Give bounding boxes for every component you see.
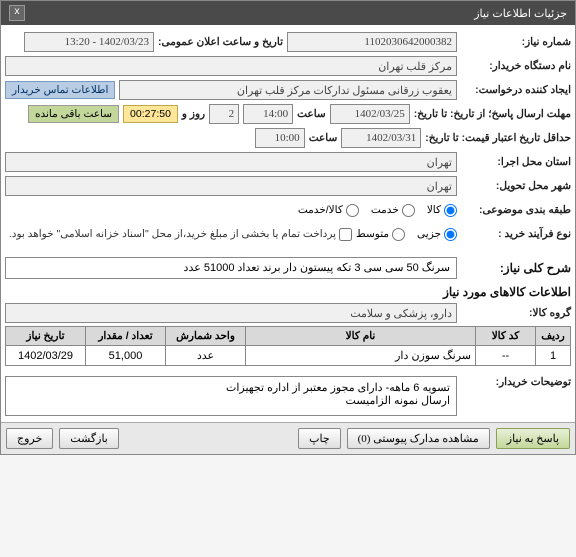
print-button[interactable]: چاپ	[298, 428, 341, 449]
hour-label-2: ساعت	[309, 132, 338, 144]
bp-partial-radio[interactable]	[444, 228, 457, 241]
th-code: کد کالا	[476, 327, 536, 346]
bp-partial-option[interactable]: جزیی	[417, 228, 457, 241]
group-label: گروه کالا:	[461, 307, 571, 319]
day-and-label: روز و	[182, 108, 205, 120]
buyer-org-label: نام دستگاه خریدار:	[461, 60, 571, 72]
buyer-org-field	[5, 56, 457, 76]
validity-label: حداقل تاریخ اعتبار قیمت: تا تاریخ:	[425, 132, 571, 145]
bp-note-checkbox[interactable]	[339, 228, 352, 241]
table-row[interactable]: 1 -- سرنگ سوزن دار عدد 51,000 1402/03/29	[6, 346, 571, 366]
titlebar: جزئیات اطلاعات نیاز x	[1, 1, 575, 25]
th-unit: واحد شمارش	[166, 327, 246, 346]
requester-label: ایجاد کننده درخواست:	[461, 84, 571, 96]
td-code: --	[476, 346, 536, 366]
buy-process-label: نوع فرآیند خرید :	[461, 228, 571, 240]
need-no-label: شماره نیاز:	[461, 36, 571, 48]
td-date: 1402/03/29	[6, 346, 86, 366]
need-no-field	[287, 32, 457, 52]
category-label: طبقه بندی موضوعی:	[461, 204, 571, 216]
exit-button[interactable]: خروج	[6, 428, 53, 449]
announce-dt-field	[24, 32, 154, 52]
hour-label-1: ساعت	[297, 108, 326, 120]
back-button[interactable]: بازگشت	[59, 428, 119, 449]
td-row: 1	[536, 346, 571, 366]
group-field	[5, 303, 457, 323]
th-qty: تعداد / مقدار	[86, 327, 166, 346]
bp-medium-radio[interactable]	[392, 228, 405, 241]
cat-kalakhadamat-option[interactable]: کالا/خدمت	[298, 204, 359, 217]
buyer-notes-box: تسویه 6 ماهه- دارای مجوز معتبر از اداره …	[5, 376, 457, 416]
deliv-city-label: شهر محل تحویل:	[461, 180, 571, 192]
td-qty: 51,000	[86, 346, 166, 366]
exec-addr-field	[5, 152, 457, 172]
deadline-hour-field	[243, 104, 293, 124]
buy-process-radios: جزیی متوسط	[356, 228, 457, 241]
cat-kala-option[interactable]: کالا	[427, 204, 457, 217]
content-area: شماره نیاز: تاریخ و ساعت اعلان عمومی: نا…	[1, 25, 575, 422]
th-row: ردیف	[536, 327, 571, 346]
window-title: جزئیات اطلاعات نیاز	[474, 7, 567, 20]
countdown-timer: 00:27:50	[123, 105, 178, 123]
attachments-button[interactable]: مشاهده مدارک پیوستی (0)	[347, 428, 490, 449]
close-icon[interactable]: x	[9, 5, 25, 21]
td-name: سرنگ سوزن دار	[246, 346, 476, 366]
items-header: اطلاعات کالاهای مورد نیاز	[5, 285, 571, 299]
validity-hour-field	[255, 128, 305, 148]
requester-field	[119, 80, 457, 100]
main-desc-label: شرح کلی نیاز:	[461, 261, 571, 275]
need-details-window: جزئیات اطلاعات نیاز x شماره نیاز: تاریخ …	[0, 0, 576, 455]
deadline-days-field	[209, 104, 239, 124]
buyer-notes-label: توضیحات خریدار:	[461, 376, 571, 388]
th-name: نام کالا	[246, 327, 476, 346]
th-needdate: تاریخ نیاز	[6, 327, 86, 346]
bp-note-check[interactable]: پرداخت تمام یا بخشی از مبلغ خرید،از محل …	[9, 228, 352, 241]
cat-khadamat-radio[interactable]	[402, 204, 415, 217]
table-header-row: ردیف کد کالا نام کالا واحد شمارش تعداد /…	[6, 327, 571, 346]
contact-buyer-link[interactable]: اطلاعات تماس خریدار	[5, 81, 115, 99]
exec-addr-label: استان محل اجرا:	[461, 156, 571, 168]
items-table: ردیف کد کالا نام کالا واحد شمارش تعداد /…	[5, 326, 571, 366]
cat-kalakhadamat-radio[interactable]	[346, 204, 359, 217]
cat-khadamat-option[interactable]: خدمت	[371, 204, 415, 217]
deadline-date-field	[330, 104, 410, 124]
validity-date-field	[341, 128, 421, 148]
footer-toolbar: پاسخ به نیاز مشاهده مدارک پیوستی (0) چاپ…	[1, 422, 575, 454]
td-unit: عدد	[166, 346, 246, 366]
category-radios: کالا خدمت کالا/خدمت	[298, 204, 457, 217]
main-desc-box: سرنگ 50 سی سی 3 تکه پیستون دار برند تعدا…	[5, 257, 457, 279]
respond-button[interactable]: پاسخ به نیاز	[496, 428, 570, 449]
bp-medium-option[interactable]: متوسط	[356, 228, 405, 241]
announce-dt-label: تاریخ و ساعت اعلان عمومی:	[158, 36, 283, 48]
deliv-city-field	[5, 176, 457, 196]
cat-kala-radio[interactable]	[444, 204, 457, 217]
deadline-label: مهلت ارسال پاسخ؛ از تاریخ: تا تاریخ:	[414, 108, 571, 121]
remaining-label: ساعت باقی مانده	[28, 105, 119, 123]
